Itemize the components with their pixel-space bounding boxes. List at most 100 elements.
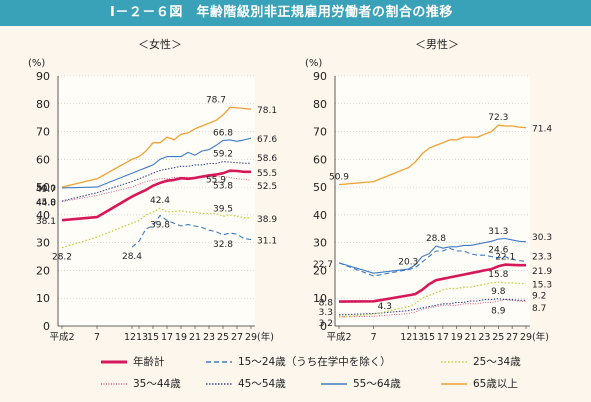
- data-label: 28.8: [426, 234, 446, 244]
- x-tick-label: 19: [175, 332, 187, 343]
- data-label: 55.9: [206, 176, 226, 186]
- data-label: 15.8: [488, 270, 508, 280]
- data-label: 30.3: [532, 233, 552, 243]
- data-label: 38.9: [257, 215, 277, 225]
- x-tick-label: 12: [124, 332, 136, 343]
- x-tick-label: 7: [371, 332, 377, 343]
- data-label: 38.1: [36, 217, 56, 227]
- y-tick-label: 30: [313, 237, 327, 250]
- y-axis-unit: (%): [305, 58, 322, 69]
- y-tick-label: 90: [313, 70, 327, 83]
- legend-item-age55_64: 55～64歳: [320, 376, 401, 391]
- y-tick-label: 50: [36, 181, 50, 194]
- data-label: 21.9: [532, 267, 552, 277]
- data-label: 8.7: [532, 304, 546, 314]
- series-line-age35_44: [338, 299, 527, 318]
- data-label: 8.9: [491, 306, 506, 316]
- legend-swatch: [206, 361, 232, 363]
- data-label: 39.8: [150, 220, 170, 230]
- x-tick-label: 19: [451, 332, 463, 343]
- data-label: 45.0: [36, 198, 56, 208]
- data-label: 53.8: [213, 182, 233, 192]
- x-tick-label: 23: [203, 332, 215, 343]
- x-tick-label: 25: [492, 332, 504, 343]
- x-axis-unit: (年): [257, 331, 274, 343]
- data-label: 31.3: [488, 227, 508, 237]
- data-label: 31.1: [257, 237, 277, 247]
- y-tick-label: 70: [36, 126, 50, 139]
- data-label: 28.2: [52, 253, 72, 263]
- data-label: 28.4: [122, 252, 142, 262]
- legend-swatch: [206, 383, 232, 385]
- data-label: 24.6: [488, 246, 508, 256]
- series-line-age25_34: [338, 281, 526, 318]
- legend-label: 55～64歳: [353, 378, 401, 390]
- legend-item-total: 年齢計: [100, 354, 165, 369]
- series-line-age65: [61, 106, 252, 188]
- data-label: 42.4: [150, 196, 170, 206]
- data-label: 22.1: [495, 253, 515, 263]
- data-label: 32.8: [213, 240, 233, 250]
- data-label: 49.7: [36, 185, 56, 195]
- data-label: 44.8: [36, 199, 56, 209]
- legend-label: 35～44歳: [133, 378, 181, 390]
- y-tick-label: 40: [313, 209, 327, 222]
- x-axis-unit: (年): [532, 331, 549, 343]
- x-tick-label: 平成2: [49, 331, 74, 343]
- legend-swatch: [321, 383, 347, 385]
- y-tick-label: 20: [36, 264, 50, 277]
- series-line-age45_54: [61, 161, 251, 202]
- data-label: 4.3: [378, 302, 392, 312]
- y-tick-label: 0: [43, 320, 50, 333]
- x-tick-label: 平成2: [326, 331, 351, 343]
- y-tick-label: 60: [313, 153, 327, 166]
- legend-label: 年齢計: [133, 356, 165, 368]
- y-tick-label: 40: [36, 209, 50, 222]
- y-tick-label: 70: [313, 126, 327, 139]
- series-line-age55_64: [61, 137, 252, 189]
- x-tick-label: 7: [94, 332, 100, 343]
- data-label: 39.5: [213, 204, 233, 214]
- x-tick-label: 21: [465, 332, 477, 343]
- data-label: 55.5: [257, 169, 277, 179]
- data-label: 9.2: [532, 291, 546, 301]
- legend: 年齢計 15～24歳（うち在学中を除く） 25～34歳 35～44歳 45～54歳 55～…: [0, 350, 591, 402]
- x-tick-label: 17: [437, 332, 449, 343]
- legend-swatch: [441, 361, 467, 363]
- legend-label: 25～34歳: [473, 356, 521, 368]
- data-label: 3.2: [319, 319, 333, 329]
- legend-item-age45_54: 45～54歳: [205, 376, 286, 391]
- data-label: 78.1: [257, 106, 277, 116]
- x-tick-label: 25: [217, 332, 229, 343]
- figure-title: Ⅰ－２－６図 年齢階級別非正規雇用労働者の割合の推移: [0, 0, 591, 26]
- data-label: 50.9: [329, 173, 349, 183]
- x-tick-label: 21: [189, 332, 201, 343]
- y-tick-label: 30: [36, 237, 50, 250]
- data-label: 22.7: [313, 260, 333, 270]
- data-label: 58.6: [257, 154, 277, 164]
- legend-swatch: [101, 360, 127, 364]
- data-label: 3.3: [319, 308, 333, 318]
- y-tick-label: 20: [313, 264, 327, 277]
- data-label: 59.2: [213, 150, 233, 160]
- data-label: 15.3: [532, 281, 552, 291]
- data-label: 52.5: [257, 182, 277, 192]
- legend-swatch: [441, 383, 467, 385]
- x-tick-label: 13: [136, 332, 148, 343]
- data-label: 23.3: [532, 252, 552, 262]
- legend-item-age15_24: 15～24歳（うち在学中を除く）: [205, 354, 391, 369]
- y-axis-unit: (%): [28, 58, 45, 69]
- x-tick-label: 17: [161, 332, 173, 343]
- data-label: 66.8: [213, 128, 233, 138]
- data-label: 50.0: [36, 184, 56, 194]
- x-tick-label: 12: [400, 332, 412, 343]
- series-line-age55_64: [338, 237, 527, 274]
- x-tick-label: 15: [423, 332, 435, 343]
- y-tick-label: 80: [36, 98, 50, 111]
- x-tick-label: 29: [520, 332, 532, 343]
- panel-title: ＜女性＞: [138, 37, 182, 51]
- y-tick-label: 80: [313, 98, 327, 111]
- y-tick-label: 10: [36, 292, 50, 305]
